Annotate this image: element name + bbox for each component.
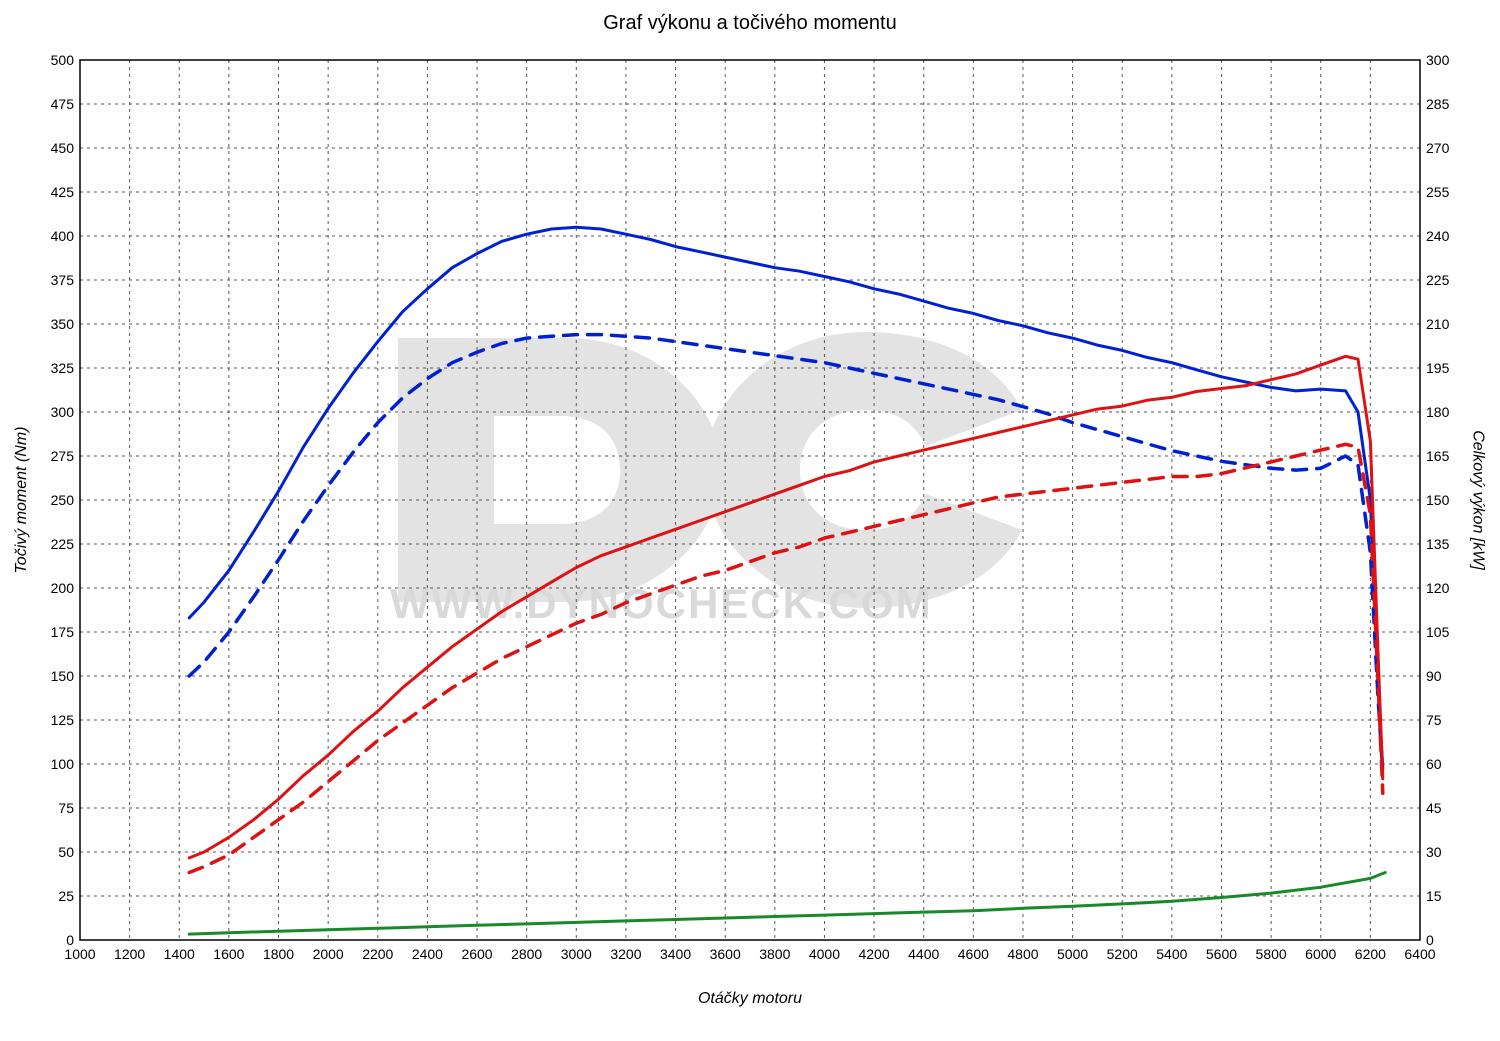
y-right-tick: 90 (1426, 668, 1442, 684)
y-left-tick: 100 (51, 756, 74, 772)
y-left-tick: 475 (51, 96, 74, 112)
y-right-tick: 75 (1426, 712, 1442, 728)
x-tick: 2000 (313, 946, 344, 962)
x-tick: 1000 (64, 946, 95, 962)
y-right-tick: 195 (1426, 360, 1449, 376)
x-tick: 6400 (1404, 946, 1435, 962)
x-axis-label: Otáčky motoru (0, 990, 1500, 1008)
x-tick: 6200 (1355, 946, 1386, 962)
y-right-tick: 270 (1426, 140, 1449, 156)
x-tick: 1200 (114, 946, 145, 962)
x-tick: 5600 (1206, 946, 1237, 962)
y-left-tick: 275 (51, 448, 74, 464)
x-tick: 1600 (213, 946, 244, 962)
y-right-tick: 105 (1426, 624, 1449, 640)
y-left-tick: 500 (51, 52, 74, 68)
y-right-tick: 285 (1426, 96, 1449, 112)
series-power_tuned (189, 356, 1383, 858)
y-right-tick: 120 (1426, 580, 1449, 596)
y-left-tick: 200 (51, 580, 74, 596)
plot-area (0, 0, 1500, 1041)
y-right-tick: 0 (1426, 932, 1434, 948)
y-left-axis-label: Točivý moment (Nm) (13, 427, 31, 574)
x-tick: 5200 (1107, 946, 1138, 962)
x-tick: 4400 (908, 946, 939, 962)
y-right-tick: 30 (1426, 844, 1442, 860)
y-left-tick: 150 (51, 668, 74, 684)
x-tick: 2400 (412, 946, 443, 962)
y-left-tick: 325 (51, 360, 74, 376)
y-left-tick: 225 (51, 536, 74, 552)
y-left-tick: 300 (51, 404, 74, 420)
y-left-tick: 0 (66, 932, 74, 948)
x-tick: 3600 (710, 946, 741, 962)
y-left-tick: 400 (51, 228, 74, 244)
y-left-tick: 375 (51, 272, 74, 288)
x-tick: 3400 (660, 946, 691, 962)
x-tick: 4800 (1007, 946, 1038, 962)
x-tick: 4200 (858, 946, 889, 962)
dyno-chart-page: Graf výkonu a točivého momentu WWW.DYNOC… (0, 0, 1500, 1041)
x-tick: 5400 (1156, 946, 1187, 962)
y-right-tick: 60 (1426, 756, 1442, 772)
y-left-tick: 75 (58, 800, 74, 816)
y-right-tick: 240 (1426, 228, 1449, 244)
y-left-tick: 125 (51, 712, 74, 728)
y-right-tick: 150 (1426, 492, 1449, 508)
y-right-tick: 45 (1426, 800, 1442, 816)
y-right-tick: 255 (1426, 184, 1449, 200)
x-tick: 3000 (561, 946, 592, 962)
y-right-tick: 300 (1426, 52, 1449, 68)
y-right-tick: 165 (1426, 448, 1449, 464)
y-left-tick: 250 (51, 492, 74, 508)
y-right-tick: 15 (1426, 888, 1442, 904)
x-tick: 1800 (263, 946, 294, 962)
x-tick: 4600 (958, 946, 989, 962)
y-left-tick: 425 (51, 184, 74, 200)
x-tick: 5000 (1057, 946, 1088, 962)
series-loss_power (189, 873, 1385, 935)
x-tick: 3200 (610, 946, 641, 962)
x-tick: 4000 (809, 946, 840, 962)
y-right-tick: 135 (1426, 536, 1449, 552)
x-tick: 2800 (511, 946, 542, 962)
y-right-axis-label: Celkový výkon [kW] (1469, 430, 1487, 570)
y-left-tick: 175 (51, 624, 74, 640)
y-right-tick: 180 (1426, 404, 1449, 420)
x-tick: 2600 (461, 946, 492, 962)
y-left-tick: 350 (51, 316, 74, 332)
x-tick: 5800 (1256, 946, 1287, 962)
y-right-tick: 210 (1426, 316, 1449, 332)
series-torque_tuned (189, 227, 1383, 769)
x-tick: 6000 (1305, 946, 1336, 962)
x-tick: 2200 (362, 946, 393, 962)
y-left-tick: 450 (51, 140, 74, 156)
y-left-tick: 50 (58, 844, 74, 860)
x-tick: 3800 (759, 946, 790, 962)
y-right-tick: 225 (1426, 272, 1449, 288)
series-torque_stock (189, 335, 1383, 773)
y-left-tick: 25 (58, 888, 74, 904)
x-tick: 1400 (164, 946, 195, 962)
